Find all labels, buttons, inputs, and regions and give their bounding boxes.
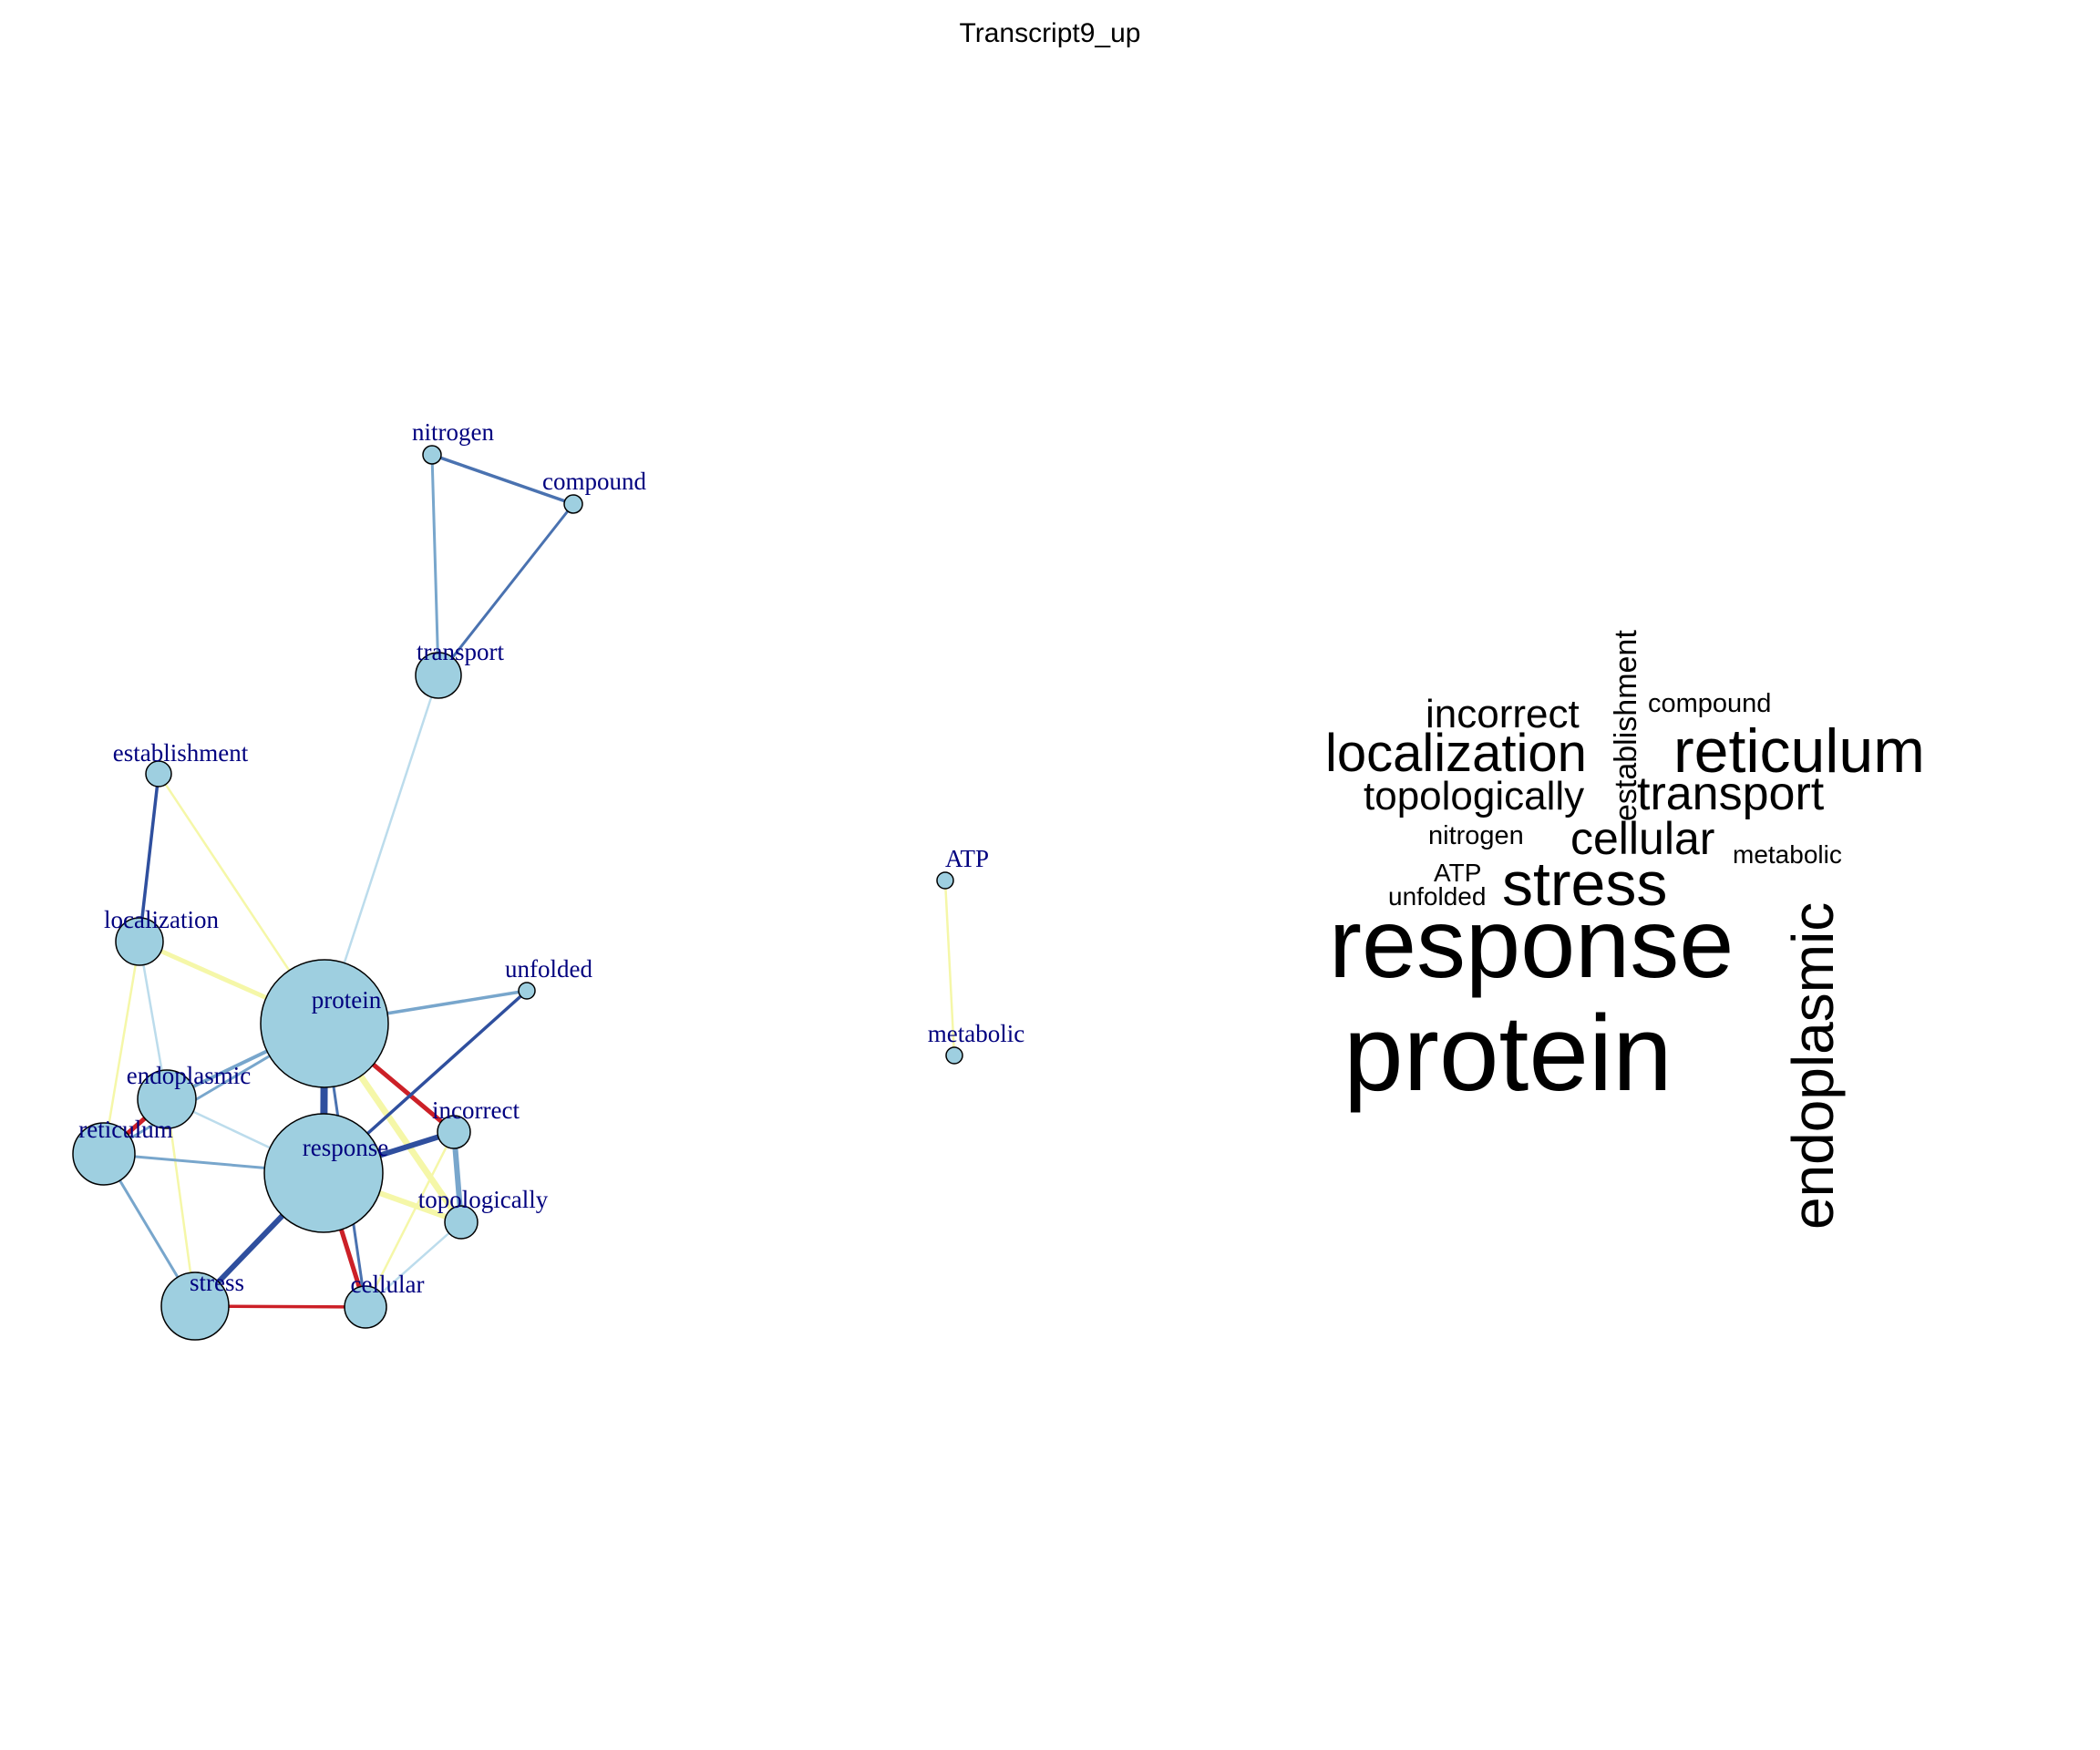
wordcloud-word-compound: compound	[1648, 689, 1771, 718]
node-response	[263, 1113, 384, 1233]
wordcloud-word-metabolic: metabolic	[1733, 840, 1842, 869]
node-label-protein: protein	[312, 986, 382, 1014]
edge-nitrogen-compound	[430, 453, 575, 506]
node-label-stress: stress	[190, 1269, 244, 1296]
node-compound	[563, 494, 583, 514]
node-nitrogen	[422, 445, 442, 465]
node-stress	[160, 1271, 230, 1341]
edge-nitrogen-transport	[430, 453, 440, 677]
node-ATP	[936, 871, 954, 890]
node-label-metabolic: metabolic	[928, 1020, 1024, 1047]
wordcloud-word-protein: protein	[1343, 993, 1673, 1114]
node-protein	[260, 959, 389, 1088]
wordcloud-word-incorrect: incorrect	[1426, 692, 1580, 736]
chart-title: Transcript9_up	[959, 18, 1141, 48]
node-label-reticulum: reticulum	[78, 1116, 172, 1143]
node-endoplasmic	[137, 1069, 197, 1129]
wordcloud-word-localization: localization	[1325, 724, 1587, 783]
node-label-unfolded: unfolded	[505, 955, 592, 983]
node-cellular	[344, 1285, 387, 1329]
edge-incorrect-cellular	[364, 1130, 456, 1309]
node-metabolic	[945, 1046, 963, 1065]
node-topologically	[444, 1205, 479, 1240]
node-localization	[115, 917, 164, 966]
edge-endoplasmic-stress	[165, 1097, 197, 1308]
wordcloud-word-establishment: establishment	[1609, 630, 1643, 821]
wordcloud-word-topologically: topologically	[1364, 774, 1584, 818]
wordcloud-word-reticulum: reticulum	[1673, 716, 1925, 786]
node-label-localization: localization	[104, 906, 219, 933]
node-incorrect	[437, 1115, 471, 1149]
network-edges	[101, 453, 956, 1310]
node-unfolded	[518, 982, 536, 1000]
node-label-incorrect: incorrect	[432, 1096, 520, 1124]
wordcloud-word-nitrogen: nitrogen	[1428, 821, 1524, 850]
node-label-compound: compound	[542, 468, 646, 495]
edge-localization-reticulum	[102, 940, 141, 1156]
node-label-topologically: topologically	[418, 1186, 549, 1213]
node-label-transport: transport	[417, 638, 504, 665]
node-label-ATP: ATP	[945, 845, 989, 872]
node-reticulum	[72, 1122, 136, 1186]
wordcloud-word-stress: stress	[1502, 849, 1667, 919]
node-label-endoplasmic: endoplasmic	[127, 1062, 251, 1089]
edge-ATP-metabolic	[943, 879, 956, 1057]
node-label-nitrogen: nitrogen	[412, 418, 494, 446]
wordcloud-word-response: response	[1329, 888, 1734, 998]
node-transport	[415, 652, 462, 699]
wordcloud-word-cellular: cellular	[1570, 813, 1714, 864]
wordcloud-word-atp: ATP	[1434, 859, 1481, 887]
wordcloud-word-transport: transport	[1637, 767, 1825, 820]
network-labels: nitrogen compound transport establishment lo…	[78, 418, 1024, 1298]
edge-compound-transport	[437, 502, 575, 677]
edge-establishment-localization	[138, 772, 160, 943]
node-label-establishment: establishment	[113, 739, 249, 767]
wordcloud-word-unfolded: unfolded	[1388, 882, 1486, 911]
wordcloud-word-endoplasmic: endoplasmic	[1780, 902, 1846, 1230]
node-label-response: response	[303, 1134, 388, 1161]
node-label-cellular: cellular	[351, 1271, 425, 1298]
network-nodes	[72, 445, 963, 1341]
node-establishment	[145, 760, 172, 788]
